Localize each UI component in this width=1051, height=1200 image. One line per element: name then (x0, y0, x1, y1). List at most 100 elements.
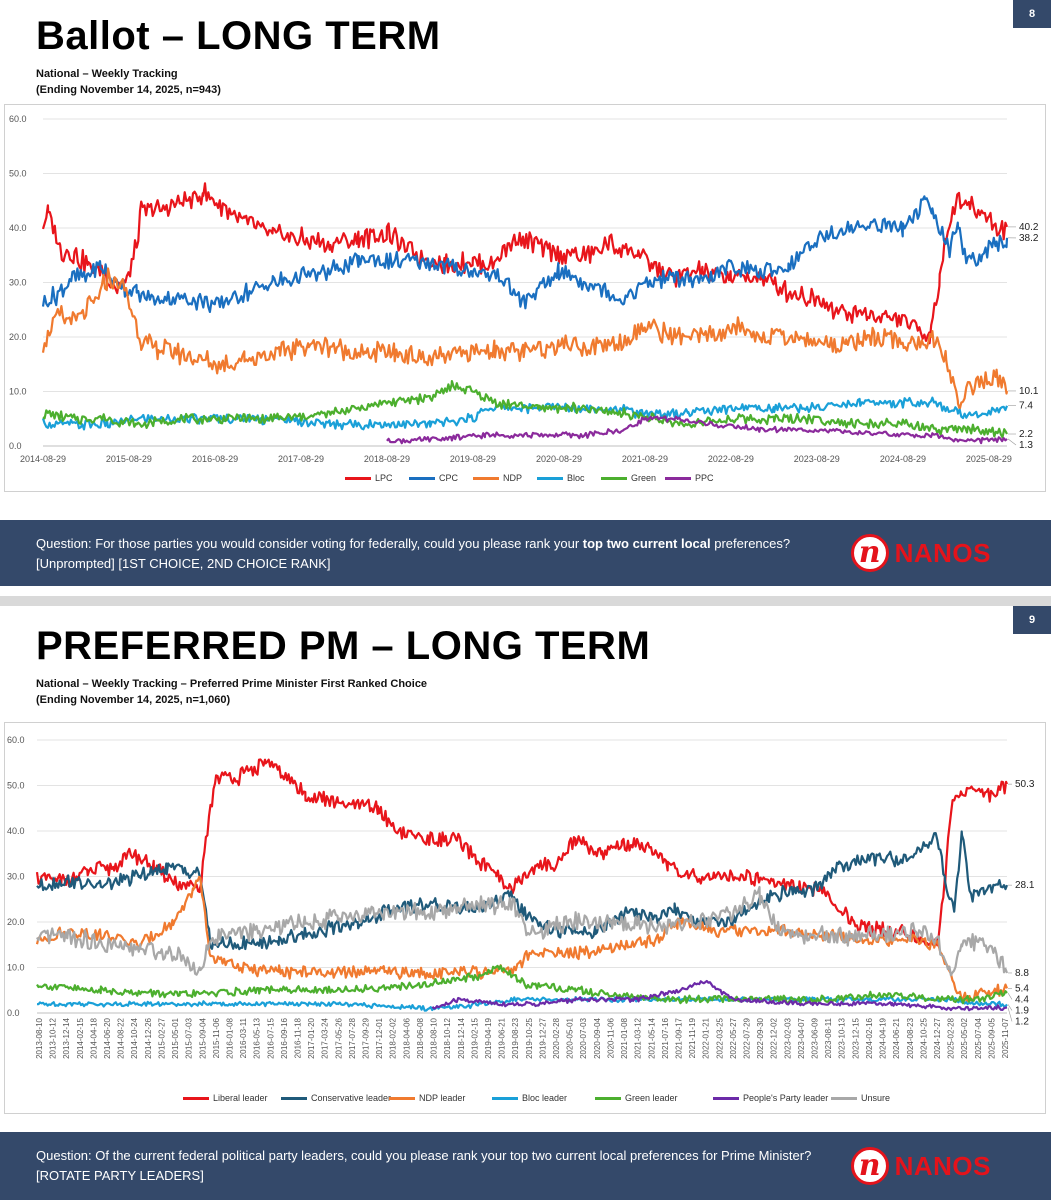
end-value-label: 1.3 (1019, 440, 1033, 451)
y-tick-label: 50.0 (9, 169, 27, 179)
slide-subtitle: National – Weekly Tracking (36, 68, 178, 80)
x-tick-label: 2022-09-30 (756, 1017, 765, 1058)
end-value-label: 40.2 (1019, 222, 1039, 233)
x-tick-label: 2020-08-29 (536, 454, 582, 464)
x-tick-label: 2022-08-29 (708, 454, 754, 464)
x-tick-label: 2015-02-27 (157, 1017, 166, 1058)
x-tick-label: 2015-05-01 (171, 1017, 180, 1058)
x-tick-label: 2023-06-09 (811, 1017, 820, 1058)
legend-label: NDP (503, 473, 523, 483)
y-tick-label: 30.0 (7, 872, 25, 882)
series-line-ndp (41, 267, 1009, 411)
x-tick-label: 2019-08-29 (450, 454, 496, 464)
x-tick-label: 2022-01-21 (702, 1017, 711, 1058)
legend-swatch (665, 476, 691, 480)
series-line-cpc (41, 195, 1009, 313)
preferred-pm-chart: 0.0 10.0 20.0 30.0 40.0 50.0 60.0 2013-08-10 201… (4, 722, 1046, 1114)
slide-title: Ballot – LONG TERM (36, 14, 441, 58)
series-line-ndp-leader (35, 875, 1009, 1003)
x-tick-label: 2017-09-29 (362, 1017, 371, 1058)
legend-label: PPC (695, 473, 714, 483)
x-tick-label: 2018-12-14 (457, 1017, 466, 1058)
series-line-people-s-party-leader (431, 979, 1008, 1012)
x-tick-label: 2014-10-24 (130, 1017, 139, 1058)
y-tick-label: 40.0 (7, 826, 25, 836)
x-tick-label: 2017-08-29 (278, 454, 324, 464)
legend-swatch (281, 1096, 307, 1100)
x-tick-label: 2025-02-28 (947, 1017, 956, 1058)
nanos-logo-text: NANOS (894, 1150, 991, 1181)
x-tick-label: 2025-11-07 (1001, 1017, 1010, 1058)
legend-label: Conservative leader (311, 1093, 392, 1103)
legend-item: People's Party leader (713, 1093, 828, 1103)
slide-separator (0, 596, 1051, 606)
legend-item: PPC (665, 473, 714, 483)
x-tick-label: 2023-02-03 (783, 1017, 792, 1058)
x-tick-label: 2018-06-08 (416, 1017, 425, 1058)
legend-item: LPC (345, 473, 393, 483)
x-tick-label: 2015-08-29 (106, 454, 152, 464)
end-value-label: 2.2 (1019, 429, 1033, 440)
end-value-label: 1.9 (1015, 1005, 1029, 1016)
x-tick-label: 2021-05-14 (647, 1017, 656, 1058)
end-label-leader (1007, 438, 1017, 446)
legend-label: Bloc leader (522, 1093, 568, 1103)
x-tick-label: 2025-09-05 (987, 1017, 996, 1058)
series-line-unsure (36, 885, 1009, 977)
legend-swatch (345, 476, 371, 480)
x-tick-label: 2020-09-04 (593, 1017, 602, 1058)
legend-item: Bloc (537, 473, 585, 483)
x-tick-label: 2020-05-01 (566, 1017, 575, 1058)
x-tick-label: 2018-02-02 (389, 1017, 398, 1058)
x-tick-label: 2023-08-29 (794, 454, 840, 464)
x-tick-label: 2015-09-04 (198, 1017, 207, 1058)
x-tick-label: 2014-04-18 (89, 1017, 98, 1058)
ballot-chart-svg: 0.0 10.0 20.0 30.0 40.0 50.0 60.0 2014-08-29 201… (9, 114, 1039, 464)
x-tick-label: 2024-02-16 (865, 1017, 874, 1058)
legend-swatch (183, 1096, 209, 1100)
x-tick-label: 2022-05-27 (729, 1017, 738, 1058)
y-tick-label: 10.0 (7, 963, 25, 973)
x-tick-label: 2024-10-25 (919, 1017, 928, 1058)
question-bar: Question: Of the current federal politic… (0, 1132, 1051, 1200)
series-line-lpc (41, 182, 1009, 345)
x-tick-label: 2024-08-29 (880, 454, 926, 464)
x-tick-label: 2025-08-29 (966, 454, 1012, 464)
y-tick-label: 60.0 (7, 735, 25, 745)
end-value-label: 7.4 (1019, 401, 1033, 412)
x-tick-label: 2021-08-29 (622, 454, 668, 464)
end-label-leader (1007, 1004, 1013, 1011)
x-tick-label: 2023-12-15 (851, 1017, 860, 1058)
x-tick-label: 2019-10-25 (525, 1017, 534, 1058)
x-tick-label: 2016-09-16 (280, 1017, 289, 1058)
series-line-liberal-leader (35, 758, 1009, 947)
end-value-label: 38.2 (1019, 233, 1039, 244)
end-value-label: 1.2 (1015, 1016, 1029, 1027)
x-tick-label: 2014-06-20 (103, 1017, 112, 1058)
x-tick-label: 2013-08-10 (35, 1017, 44, 1058)
end-value-label: 50.3 (1015, 779, 1035, 790)
x-tick-label: 2017-07-28 (348, 1017, 357, 1058)
x-tick-label: 2021-11-19 (688, 1017, 697, 1058)
question-text: Question: Of the current federal politic… (36, 1148, 812, 1183)
legend-label: LPC (375, 473, 393, 483)
x-tick-label: 2016-03-11 (239, 1017, 248, 1058)
x-tick-label: 2021-07-16 (661, 1017, 670, 1058)
end-label-leader (1007, 992, 1013, 1000)
ballot-chart: 0.0 10.0 20.0 30.0 40.0 50.0 60.0 2014-08-29 201… (4, 104, 1046, 492)
x-tick-label: 2017-05-26 (334, 1017, 343, 1058)
end-value-label: 10.1 (1019, 386, 1039, 397)
legend-label: Green (631, 473, 657, 483)
legend-swatch (713, 1096, 739, 1100)
legend-swatch (492, 1096, 518, 1100)
x-tick-label: 2024-12-27 (933, 1017, 942, 1058)
legend-item: CPC (409, 473, 458, 483)
x-tick-label: 2021-01-08 (620, 1017, 629, 1058)
y-tick-label: 0.0 (7, 1008, 20, 1018)
x-tick-label: 2019-06-21 (498, 1017, 507, 1058)
question-bar: Question: For those parties you would co… (0, 520, 1051, 586)
y-tick-label: 60.0 (9, 114, 27, 124)
nanos-logo: n NANOS (850, 1147, 991, 1185)
x-tick-label: 2024-04-19 (879, 1017, 888, 1058)
legend-item: Green (601, 473, 656, 483)
